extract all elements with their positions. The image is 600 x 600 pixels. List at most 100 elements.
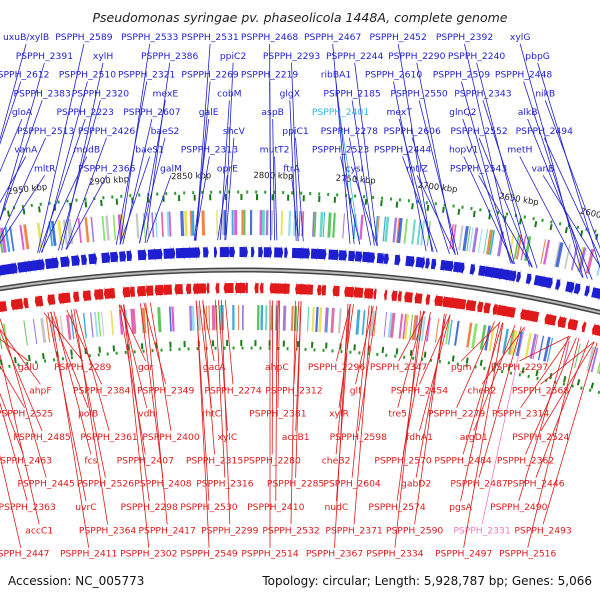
gene-label[interactable]: PSPPH_2299 <box>201 525 258 536</box>
gene-label[interactable]: PSPPH_2244 <box>326 51 383 62</box>
gene-label[interactable]: gabD2 <box>401 479 431 490</box>
gene-label[interactable]: PSPPH_2391 <box>16 51 73 62</box>
gene-label[interactable]: tre5 <box>388 409 407 420</box>
gene-label[interactable]: PSPPH_2240 <box>448 51 505 62</box>
gene-label[interactable]: PSPPH_2447 <box>0 549 50 560</box>
gene-label[interactable]: PSPPH_2485 <box>13 432 70 443</box>
gene-label[interactable]: PSPPH_2302 <box>120 549 177 560</box>
gene-label[interactable]: PSPPH_2290 <box>388 51 445 62</box>
gene-label[interactable]: PSPPH_2487 <box>450 479 507 490</box>
gene-label[interactable]: PSPPH_2274 <box>204 385 261 396</box>
gene-label[interactable]: modB <box>73 145 100 156</box>
gene-label[interactable]: nikB <box>535 88 555 99</box>
gene-label[interactable]: PSPPH_2446 <box>507 479 564 490</box>
gene-label[interactable]: PSPPH_2568 <box>512 385 569 396</box>
gene-label[interactable]: fcs <box>84 455 97 466</box>
gene-label[interactable]: PSPPH_2316 <box>196 479 253 490</box>
gene-label[interactable]: PSPPH_2550 <box>390 88 447 99</box>
gene-label[interactable]: PSPPH_2484 <box>434 455 491 466</box>
gene-label[interactable]: xylR <box>329 409 349 420</box>
gene-label[interactable]: PSPPH_2552 <box>450 126 507 137</box>
gene-label[interactable]: PSPPH_2384 <box>73 385 130 396</box>
gene-label[interactable]: PSPPH_2285 <box>267 479 324 490</box>
gene-label[interactable]: PSPPH_2467 <box>304 32 361 43</box>
gene-label[interactable]: PSPPH_2598 <box>330 432 387 443</box>
gene-label[interactable]: vdh <box>138 409 155 420</box>
gene-label[interactable]: PSPPH_2411 <box>60 549 117 560</box>
gene-label[interactable]: PSPPH_2392 <box>436 32 493 43</box>
gene-label[interactable]: mutT2 <box>260 145 290 156</box>
gene-label[interactable]: PSPPH_2366 <box>78 163 135 174</box>
gene-label[interactable]: PSPPH_2532 <box>262 525 319 536</box>
gene-label[interactable]: PSPPH_2313 <box>181 145 238 156</box>
gene-label[interactable]: PSPPH_2364 <box>79 525 136 536</box>
gene-label[interactable]: ppiC2 <box>220 51 246 62</box>
gene-label[interactable]: mexT <box>386 107 412 118</box>
gene-label[interactable]: PSPPH_2331 <box>453 525 510 536</box>
gene-label[interactable]: PSPPH_2606 <box>384 126 441 137</box>
gene-label[interactable]: PSPPH_2320 <box>72 88 129 99</box>
gene-label[interactable]: xylG <box>510 32 531 43</box>
gene-label[interactable]: PSPPH_2549 <box>180 549 237 560</box>
gene-label[interactable]: PSPPH_2610 <box>365 70 422 81</box>
gene-label[interactable]: PSPPH_2454 <box>391 385 448 396</box>
gene-label[interactable]: PSPPH_2401 <box>312 107 369 118</box>
gene-label[interactable]: gloA <box>12 107 33 118</box>
gene-label[interactable]: ahpF <box>29 385 52 396</box>
gene-label[interactable]: cobM <box>217 88 242 99</box>
gene-label[interactable]: PSPPH_2590 <box>386 525 443 536</box>
gene-label[interactable]: PSPPH_2525 <box>0 409 53 420</box>
gene-label[interactable]: PSPPH_2524 <box>512 432 569 443</box>
gene-label[interactable]: PSPPH_2219 <box>241 70 298 81</box>
gene-label[interactable]: xylC <box>217 432 237 443</box>
gene-label[interactable]: ppiC1 <box>282 126 308 137</box>
gene-label[interactable]: PSPPH_2516 <box>499 549 556 560</box>
gene-label[interactable]: PSPPH_2463 <box>0 455 52 466</box>
gene-label[interactable]: xylH <box>93 51 113 62</box>
gene-label[interactable]: PSPPH_2523 <box>312 145 369 156</box>
gene-label[interactable]: uxuB/xylB <box>3 32 49 43</box>
gene-label[interactable]: fdhA1 <box>406 432 433 443</box>
gene-label[interactable]: PSPPH_2510 <box>59 70 116 81</box>
gene-label[interactable]: argD1 <box>460 432 488 443</box>
gene-label[interactable]: PSPPH_2570 <box>374 455 431 466</box>
gene-label[interactable]: PSPPH_2361 <box>80 432 137 443</box>
gene-label[interactable]: PSPPH_2279 <box>428 409 485 420</box>
gene-label[interactable]: metH <box>507 145 532 156</box>
gene-label[interactable]: uvrC <box>75 502 96 513</box>
gene-label[interactable]: PSPPH_2349 <box>137 385 194 396</box>
gene-label[interactable]: baeS2 <box>151 126 180 137</box>
gene-label[interactable]: PSPPH_2269 <box>181 70 238 81</box>
gene-label[interactable]: PSPPH_2297 <box>491 362 548 373</box>
gene-label[interactable]: baeS1 <box>135 145 164 156</box>
gene-label[interactable]: ftrA <box>283 163 300 174</box>
gene-label[interactable]: mexE <box>153 88 179 99</box>
gene-label[interactable]: pbpG <box>525 51 550 62</box>
gene-label[interactable]: PSPPH_2452 <box>370 32 427 43</box>
gene-label[interactable]: pgsA <box>449 502 472 513</box>
gene-label[interactable]: PSPPH_2400 <box>142 432 199 443</box>
gene-label[interactable]: accC1 <box>25 525 53 536</box>
gene-label[interactable]: PSPPH_2509 <box>433 70 490 81</box>
gene-label[interactable]: PSPPH_2223 <box>57 107 114 118</box>
gene-label[interactable]: PSPPH_2296 <box>308 362 365 373</box>
gene-label[interactable]: hopV1 <box>449 145 478 156</box>
gene-label[interactable]: PSPPH_2280 <box>244 455 301 466</box>
gene-label[interactable]: PSPPH_2334 <box>366 549 423 560</box>
gene-label[interactable]: PSPPH_2493 <box>514 525 571 536</box>
gene-label[interactable]: PSPPH_2278 <box>321 126 378 137</box>
gene-label[interactable]: PSPPH_2574 <box>368 502 425 513</box>
gene-label[interactable]: galE <box>199 107 219 118</box>
gene-label[interactable]: PSPPH_2343 <box>454 88 511 99</box>
gene-label[interactable]: PSPPH_2468 <box>241 32 298 43</box>
gene-label[interactable]: PSPPH_2526 <box>77 479 134 490</box>
gene-label[interactable]: ribBA1 <box>321 70 352 81</box>
gene-label[interactable]: PSPPH_2321 <box>118 70 175 81</box>
gene-label[interactable]: PSPPH_2530 <box>180 502 237 513</box>
gene-label[interactable]: PSPPH_2490 <box>490 502 547 513</box>
gene-label[interactable]: PSPPH_2362 <box>497 455 554 466</box>
gene-label[interactable]: PSPPH_2426 <box>78 126 135 137</box>
gene-label[interactable]: polB <box>78 409 98 420</box>
gene-label[interactable]: galM <box>160 163 182 174</box>
gene-label[interactable]: PSPPH_2589 <box>55 32 112 43</box>
